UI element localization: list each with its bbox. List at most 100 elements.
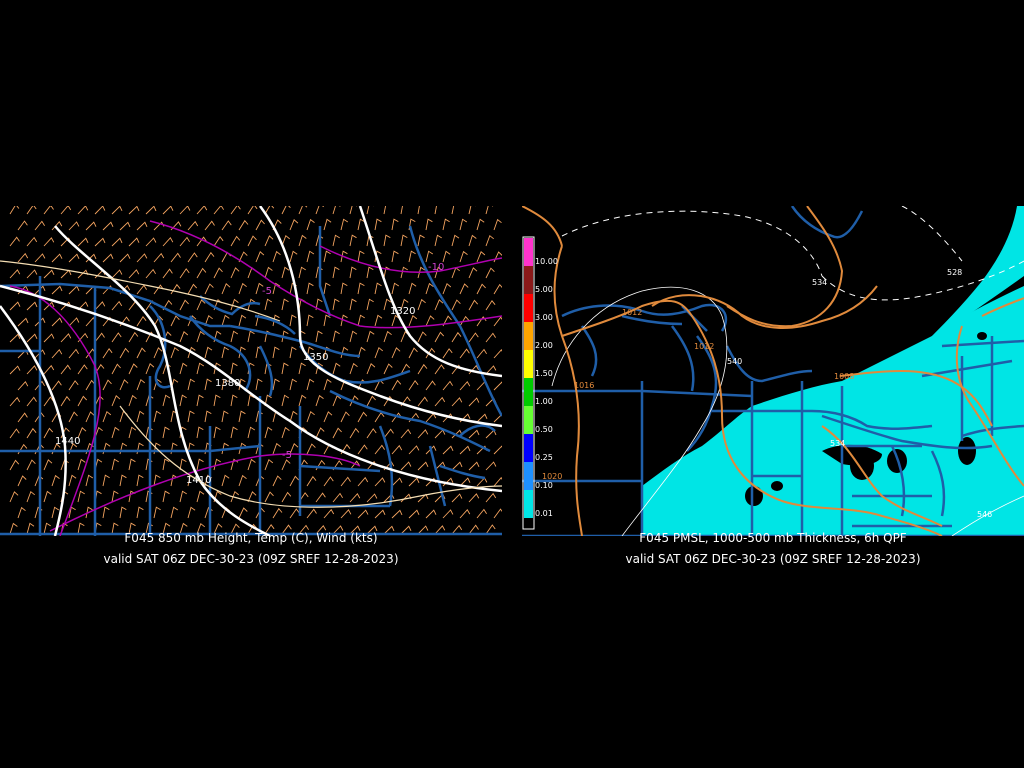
wind-barb: [68, 411, 78, 423]
wind-barb: [17, 252, 29, 263]
isobars: [522, 206, 1024, 536]
wind-barb: [94, 237, 106, 247]
wind-barb: [400, 206, 403, 215]
wind-barb: [442, 282, 452, 295]
qpf-legend-swatch: [524, 322, 533, 350]
wind-barb: [153, 252, 165, 263]
wind-barb: [434, 206, 437, 215]
wind-barb: [476, 477, 488, 487]
wind-barb: [43, 333, 55, 343]
wind-barb: [485, 365, 497, 375]
wind-barb: [281, 330, 289, 343]
wind-barb: [417, 234, 425, 247]
wind-barb: [366, 428, 377, 439]
wind-barb: [196, 490, 205, 503]
wind-barb: [417, 206, 420, 215]
wind-barb: [374, 282, 382, 295]
wind-barb: [247, 206, 258, 215]
wind-barb: [366, 493, 378, 503]
wind-barb: [298, 362, 306, 375]
wind-barb: [306, 443, 316, 455]
wind-barb: [417, 461, 429, 471]
height-label-1350: 1350: [303, 352, 328, 363]
wind-barb: [459, 381, 471, 391]
isobar-label-1012-west: 1012: [622, 308, 642, 317]
wind-barb: [238, 410, 246, 423]
temp-label-minus10: -10: [428, 262, 444, 273]
wind-barb: [272, 475, 282, 487]
wind-barb: [238, 251, 248, 263]
wind-barb: [26, 490, 35, 503]
wind-barb: [43, 522, 51, 535]
wind-barb: [230, 298, 239, 311]
wind-barb: [136, 253, 148, 263]
wind-barb: [417, 331, 427, 343]
wind-barb: [77, 206, 89, 215]
wind-barb: [187, 252, 198, 263]
wind-barb: [128, 237, 140, 247]
wind-barb: [476, 283, 486, 295]
wind-barb: [434, 299, 444, 311]
wind-barb: [281, 266, 290, 279]
wind-barb: [493, 445, 502, 455]
wind-barb: [476, 316, 487, 327]
left-panel-title: F045 850 mb Height, Temp (C), Wind (kts): [124, 531, 378, 545]
wind-barb: [26, 459, 36, 471]
wind-barb: [400, 266, 408, 279]
wind-barb: [34, 253, 46, 263]
wind-barb: [485, 206, 494, 215]
wind-barb: [43, 396, 54, 407]
wind-barb: [281, 206, 291, 215]
wind-barb: [459, 509, 471, 519]
wind-barb: [51, 380, 62, 391]
wind-barb: [247, 235, 257, 247]
wind-barb: [179, 490, 187, 503]
wind-barb: [451, 461, 463, 471]
wind-barb: [213, 523, 223, 535]
wind-barb: [221, 474, 230, 487]
wind-barb: [417, 266, 426, 279]
wind-barb: [417, 429, 429, 439]
wind-barb: [408, 380, 419, 391]
wind-barb: [68, 348, 79, 359]
wind-barb: [391, 477, 403, 487]
wind-barb: [425, 315, 435, 327]
wind-barb: [306, 508, 317, 519]
wind-barb: [451, 397, 463, 407]
wind-barb: [357, 314, 365, 327]
wind-barb: [332, 298, 340, 311]
wind-barb: [434, 396, 446, 407]
wind-barb: [434, 429, 446, 439]
wind-barb: [442, 509, 454, 519]
wind-barb: [162, 490, 170, 503]
wind-barb: [102, 221, 114, 231]
wind-barb: [349, 460, 360, 471]
wind-barb: [238, 442, 247, 455]
wind-barb: [221, 410, 229, 423]
wind-barb: [187, 506, 196, 519]
qpf-legend-label: 0.25: [535, 453, 553, 462]
wind-barb: [221, 283, 231, 295]
wind-barb: [196, 236, 207, 247]
wind-barb: [145, 206, 157, 215]
wind-barb: [230, 235, 241, 247]
wind-barb: [400, 461, 412, 471]
wind-barb: [408, 347, 418, 359]
wind-barb: [459, 445, 471, 455]
wind-barb: [442, 348, 453, 359]
wind-barb: [111, 395, 121, 407]
wind-barb: [434, 266, 443, 279]
wind-barb: [196, 267, 207, 279]
wind-barb: [340, 218, 349, 231]
wind-barb: [187, 346, 196, 359]
wind-barb: [442, 250, 451, 263]
wind-barb: [332, 362, 341, 375]
wind-barb: [85, 506, 93, 519]
wind-barb: [357, 476, 369, 487]
wind-barb: [94, 301, 106, 311]
wind-barb: [425, 413, 437, 423]
wind-barb: [43, 364, 55, 375]
wind-barb: [493, 218, 502, 231]
wind-barb: [408, 282, 417, 295]
thickness-label-540: 540: [727, 357, 742, 366]
